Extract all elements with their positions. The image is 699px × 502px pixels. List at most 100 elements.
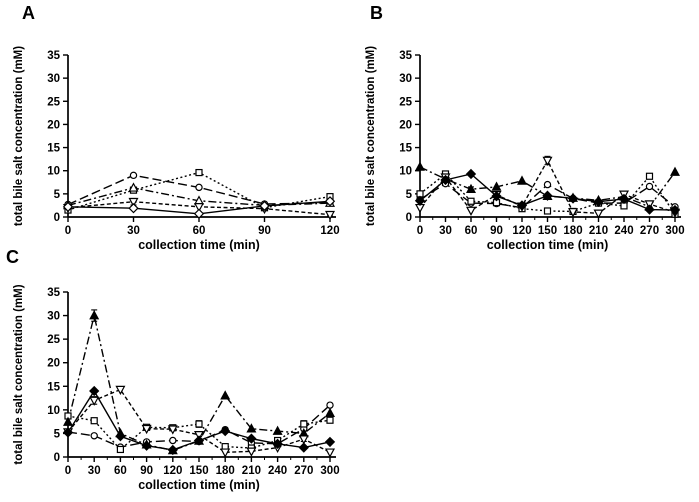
- diamond-marker: [644, 204, 655, 215]
- triangle-down-marker: [324, 448, 336, 458]
- diamond-marker: [141, 440, 152, 451]
- chart-text: 60: [114, 465, 127, 477]
- chart-text: 180: [563, 225, 582, 237]
- chart-text: 90: [258, 225, 271, 237]
- chart-text: 20: [47, 358, 60, 370]
- chart-text: 270: [294, 465, 313, 477]
- chart-text: 35: [399, 50, 412, 62]
- triangle-up-marker: [89, 310, 100, 320]
- triangle-down-marker: [246, 447, 257, 457]
- diamond-marker: [115, 431, 126, 442]
- chart-text: 35: [47, 50, 60, 62]
- chart-text: 5: [406, 189, 413, 201]
- panel-b: 0 5 10 15 20 25 30 35 0 30 60 90 120 150 180 210 240 270 3…: [350, 0, 699, 252]
- chart-text: 5: [54, 428, 61, 440]
- diamond-marker: [567, 193, 579, 204]
- chart-text: 120: [320, 225, 339, 237]
- chart-text: 240: [614, 225, 633, 237]
- diamond-marker: [62, 201, 74, 212]
- square-marker: [195, 168, 203, 177]
- square-marker: [645, 172, 654, 180]
- triangle-up-marker: [246, 423, 257, 433]
- chart-a: 0 5 10 15 20 25 30 35 0 30 60 90 120 collection time …: [13, 46, 340, 252]
- chart-text: 30: [439, 225, 452, 237]
- triangle-down-marker: [141, 424, 152, 435]
- triangle-up-marker: [62, 416, 74, 426]
- triangle-down-marker: [89, 396, 100, 406]
- chart-text: 15: [47, 381, 60, 393]
- triangle-up-marker: [324, 407, 336, 417]
- panel-label-a: A: [22, 3, 35, 23]
- circle-marker: [90, 432, 98, 440]
- triangle-up-marker: [220, 390, 231, 400]
- panel-a: 0 5 10 15 20 25 30 35 0 30 60 90 120 collection time …: [0, 0, 350, 252]
- square-marker: [326, 416, 334, 424]
- panel-label-b: B: [370, 3, 383, 23]
- chart-text: 210: [242, 465, 261, 477]
- triangle-up-marker: [465, 183, 477, 194]
- diamond-marker: [193, 208, 205, 219]
- chart-text: collection time (min): [487, 238, 609, 252]
- diamond-marker: [298, 442, 309, 453]
- circle-marker: [543, 180, 552, 189]
- triangle-down-marker: [542, 156, 553, 166]
- chart-text: 0: [417, 225, 423, 237]
- triangle-up-marker: [414, 161, 426, 171]
- chart-text: 0: [54, 452, 60, 464]
- triangle-down-marker: [167, 425, 178, 435]
- diamond-marker: [618, 193, 630, 205]
- chart-text: 5: [54, 189, 61, 201]
- chart-text: 90: [490, 225, 503, 237]
- diamond-marker: [128, 203, 139, 214]
- diamond-marker: [220, 425, 231, 437]
- square-marker: [467, 197, 475, 205]
- square-marker: [195, 420, 203, 428]
- circle-marker: [645, 182, 654, 191]
- panel-c: 0 5 10 15 20 25 30 35 0 30 60 90 120 150 180 210 240 270 3…: [0, 250, 360, 502]
- diamond-marker: [193, 435, 205, 446]
- diamond-marker: [593, 196, 604, 207]
- diamond-marker: [324, 436, 336, 448]
- triangle-down-marker: [115, 385, 126, 396]
- triangle-up-marker: [516, 175, 528, 185]
- chart-b: 0 5 10 15 20 25 30 35 0 30 60 90 120 150 180 210 240 270 3…: [365, 46, 685, 252]
- circle-marker: [326, 401, 334, 409]
- triangle-down-marker: [193, 203, 205, 213]
- circle-marker: [129, 171, 138, 180]
- diamond-marker: [440, 174, 451, 186]
- chart-text: 120: [163, 465, 182, 477]
- chart-text: 270: [640, 225, 659, 237]
- triangle-down-marker: [593, 209, 604, 219]
- chart-text: 25: [399, 96, 412, 108]
- triangle-up-marker: [272, 425, 283, 435]
- chart-text: 300: [665, 225, 684, 237]
- chart-text: 30: [399, 73, 412, 85]
- triangle-down-marker: [220, 448, 231, 458]
- panel-label-c: C: [6, 247, 19, 267]
- chart-text: collection time (min): [138, 478, 260, 492]
- diamond-marker: [259, 200, 270, 212]
- chart-text: 20: [399, 119, 412, 131]
- triangle-up-marker: [491, 181, 502, 191]
- circle-marker: [195, 183, 203, 192]
- chart-text: 150: [189, 465, 208, 477]
- triangle-up-marker: [669, 166, 681, 176]
- chart-text: 10: [47, 405, 60, 417]
- chart-text: 10: [399, 166, 412, 178]
- chart-text: 0: [54, 212, 60, 224]
- triangle-down-marker: [324, 210, 336, 221]
- chart-text: 210: [589, 225, 608, 237]
- diamond-marker: [246, 433, 257, 444]
- square-marker: [300, 420, 308, 428]
- square-marker: [116, 445, 125, 454]
- chart-text: 30: [47, 311, 60, 323]
- diamond-marker: [491, 191, 502, 202]
- triangle-down-marker: [465, 206, 477, 216]
- chart-text: 300: [320, 465, 339, 477]
- chart-text: total bile salt concentration (mM): [13, 284, 25, 464]
- chart-text: 15: [399, 143, 412, 155]
- chart-text: 60: [193, 225, 206, 237]
- chart-text: 0: [65, 465, 71, 477]
- chart-text: 25: [47, 334, 60, 346]
